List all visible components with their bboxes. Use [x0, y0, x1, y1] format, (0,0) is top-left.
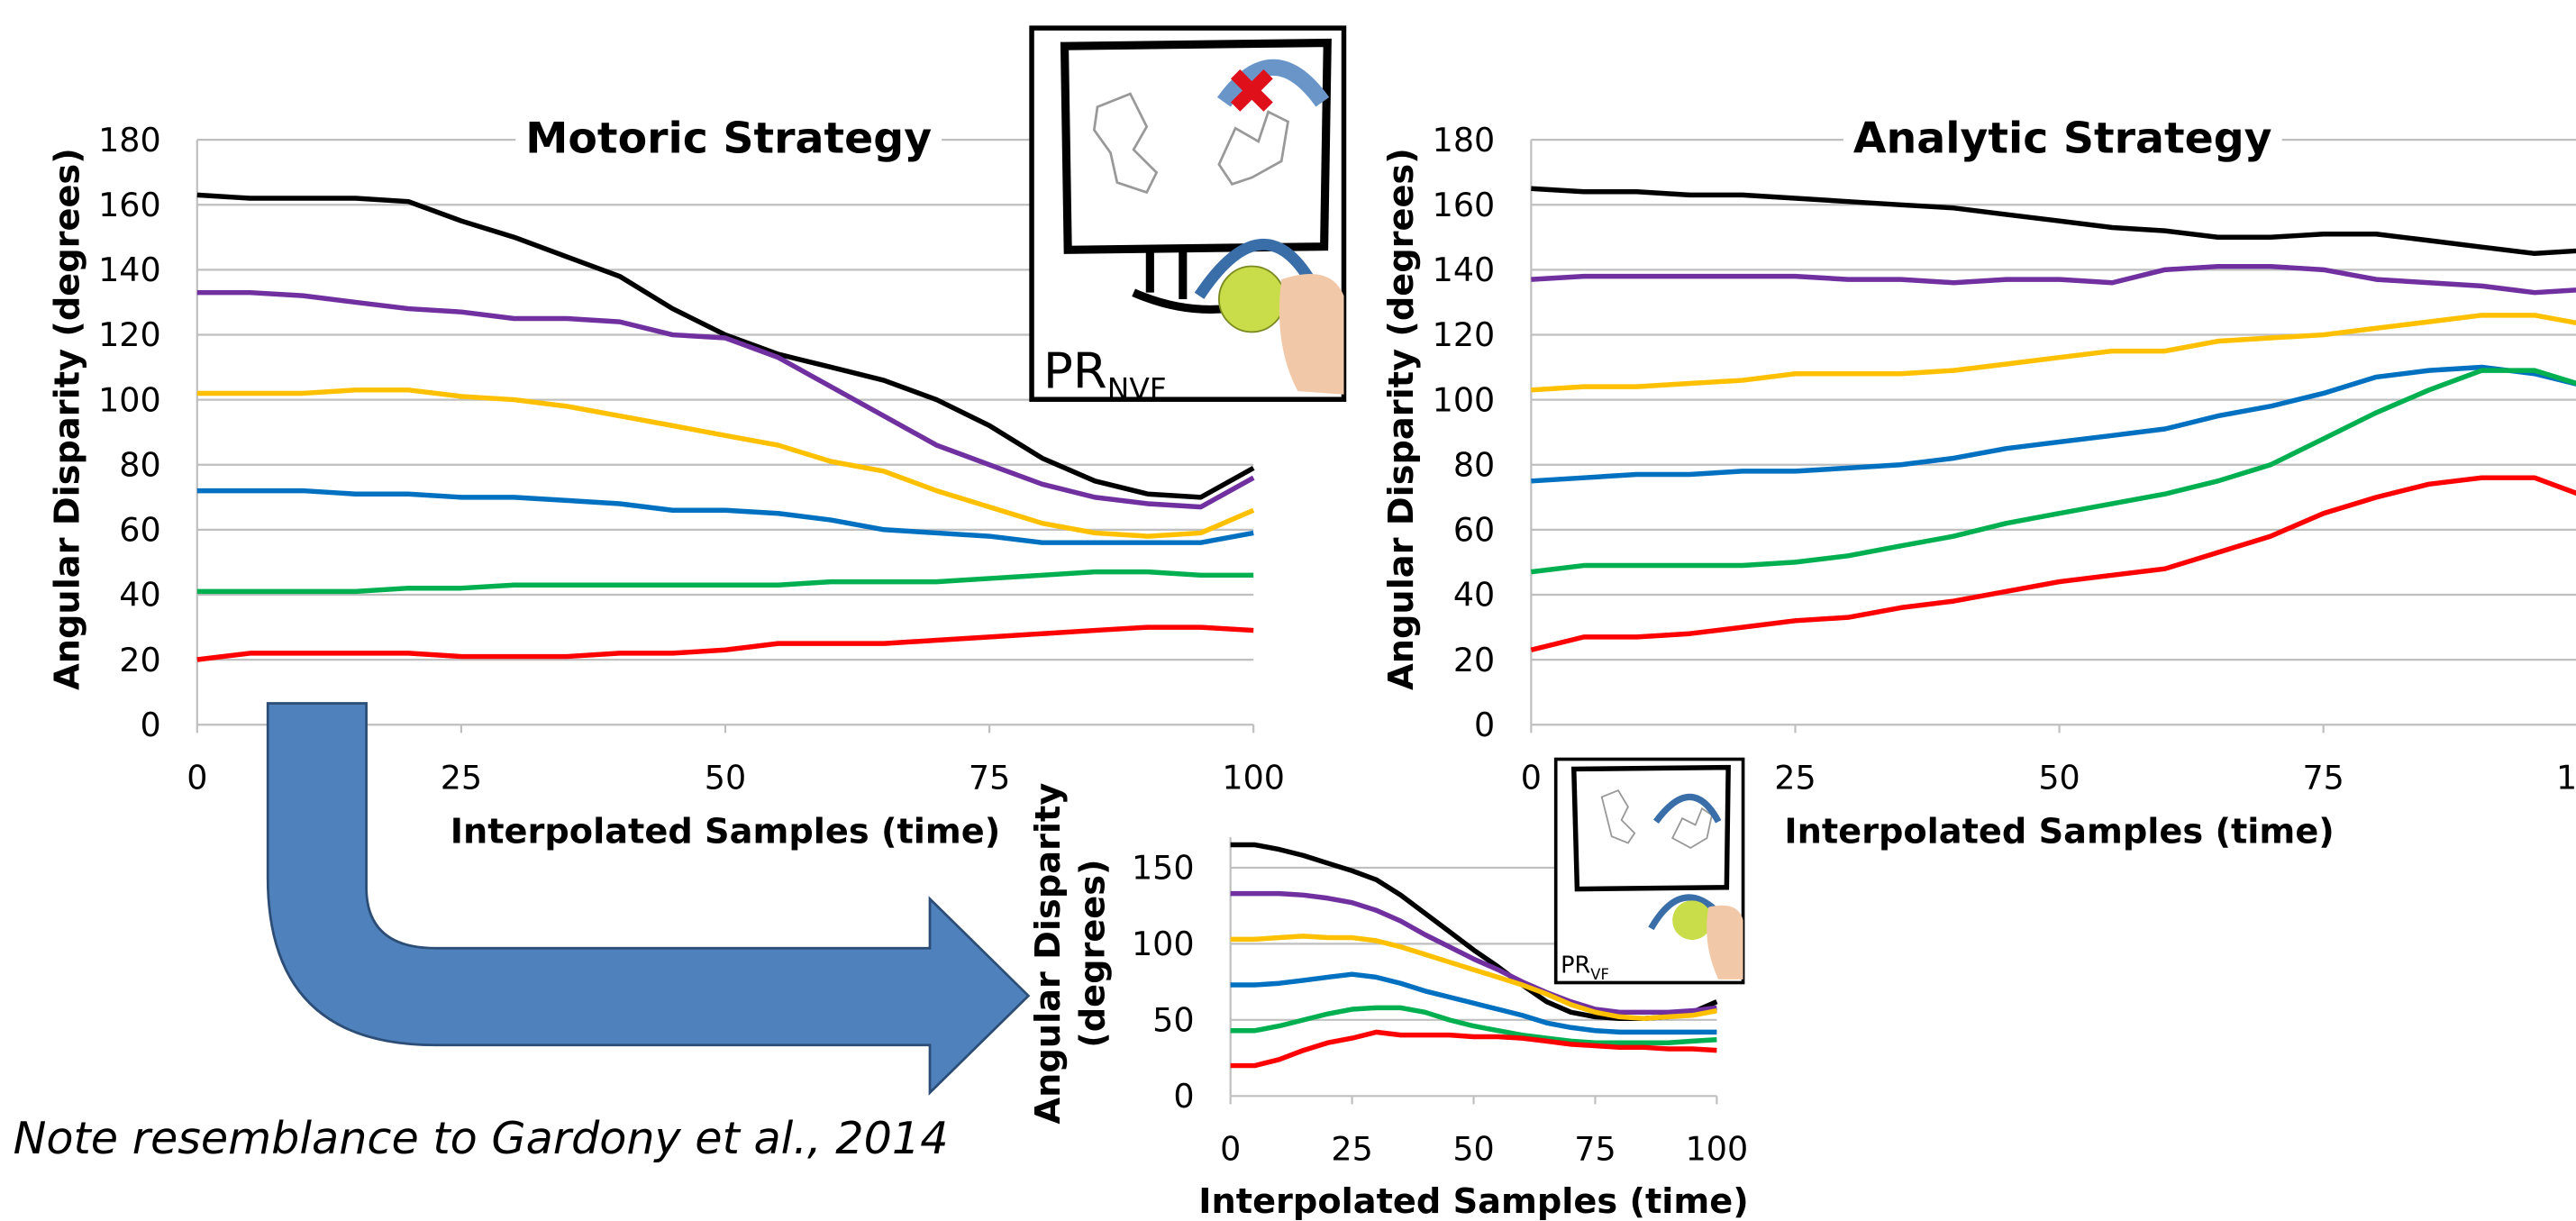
y-tick-label: 40 [119, 576, 160, 615]
y-tick-label: 160 [1433, 186, 1496, 224]
x-tick-label: 75 [1574, 1129, 1616, 1168]
x-tick-label: 50 [1452, 1129, 1494, 1168]
x-tick-label: 75 [2302, 758, 2344, 797]
series-line [197, 390, 1253, 536]
y-tick-label: 50 [1152, 1001, 1194, 1040]
y-tick-label: 0 [1474, 706, 1495, 744]
inset-vf: PRVF [1556, 760, 1743, 983]
series-line [1231, 1032, 1717, 1065]
y-tick-label: 100 [1433, 380, 1496, 419]
y-tick-label: 0 [1173, 1077, 1194, 1116]
x-tick-label: 25 [1774, 758, 1816, 797]
inset-nvf: PRNVF [1032, 28, 1343, 406]
x-tick-label: 75 [969, 758, 1010, 797]
y-tick-label: 20 [1453, 641, 1495, 679]
y-tick-label: 120 [98, 315, 161, 354]
y-tick-label: 80 [119, 445, 160, 484]
x-tick-label: 0 [187, 758, 207, 797]
y-axis-label: Angular Disparity (degrees) [1381, 148, 1422, 690]
y-tick-label: 100 [1132, 925, 1195, 963]
page: 0 50 100 150 0 25 50 75 100 Interpolated Samples … [0, 0, 2576, 1221]
x-tick-label: 50 [705, 758, 746, 797]
x-tick-label: 25 [441, 758, 482, 797]
x-axis-label: Interpolated Samples (time) [1198, 1181, 1748, 1221]
y-tick-label: 120 [1433, 315, 1496, 354]
x-tick-label: 50 [2038, 758, 2080, 797]
y-tick-label: 100 [98, 380, 161, 419]
y-tick-label: 180 [1433, 121, 1496, 159]
y-axis-label: Angular Disparity (degrees) [48, 148, 88, 690]
y-axis-label: (degrees) [1072, 859, 1113, 1047]
chart-title: Analytic Strategy [1853, 114, 2272, 164]
x-tick-label: 0 [1521, 758, 1542, 797]
y-tick-label: 140 [1433, 251, 1496, 289]
series-line [1531, 315, 2576, 390]
figure: 0 50 100 150 0 25 50 75 100 Interpolated Samples … [0, 0, 2576, 1221]
y-tick-label: 20 [119, 641, 160, 679]
x-axis-label: Interpolated Samples (time) [1784, 812, 2334, 852]
series-line [1531, 188, 2576, 253]
x-axis-label: Interpolated Samples (time) [451, 812, 1000, 852]
x-tick-label: 100 [1686, 1129, 1749, 1168]
series-line [197, 627, 1253, 660]
y-tick-label: 150 [1132, 849, 1195, 888]
x-tick-label: 0 [1220, 1129, 1241, 1168]
y-tick-label: 140 [98, 251, 161, 289]
chart: 0 20 40 60 80 100 120 140 160 180 0 25 50 75 100 Analyt… [1381, 114, 2576, 852]
chart-title: Motoric Strategy [525, 114, 932, 164]
y-tick-label: 40 [1453, 576, 1495, 615]
y-tick-label: 60 [119, 511, 160, 550]
y-axis-label: Angular Disparity [1028, 783, 1069, 1125]
y-tick-label: 80 [1453, 445, 1495, 484]
y-tick-label: 0 [140, 706, 160, 744]
y-tick-label: 160 [98, 186, 161, 224]
x-tick-label: 100 [1222, 758, 1285, 797]
y-tick-label: 60 [1453, 511, 1495, 550]
y-tick-label: 180 [98, 121, 161, 159]
series-line [197, 572, 1253, 592]
x-tick-label: 25 [1331, 1129, 1372, 1168]
x-tick-label: 100 [2556, 758, 2576, 797]
arrow [268, 704, 1028, 1093]
note: Note resemblance to Gardony et al., 2014 [14, 1112, 949, 1164]
